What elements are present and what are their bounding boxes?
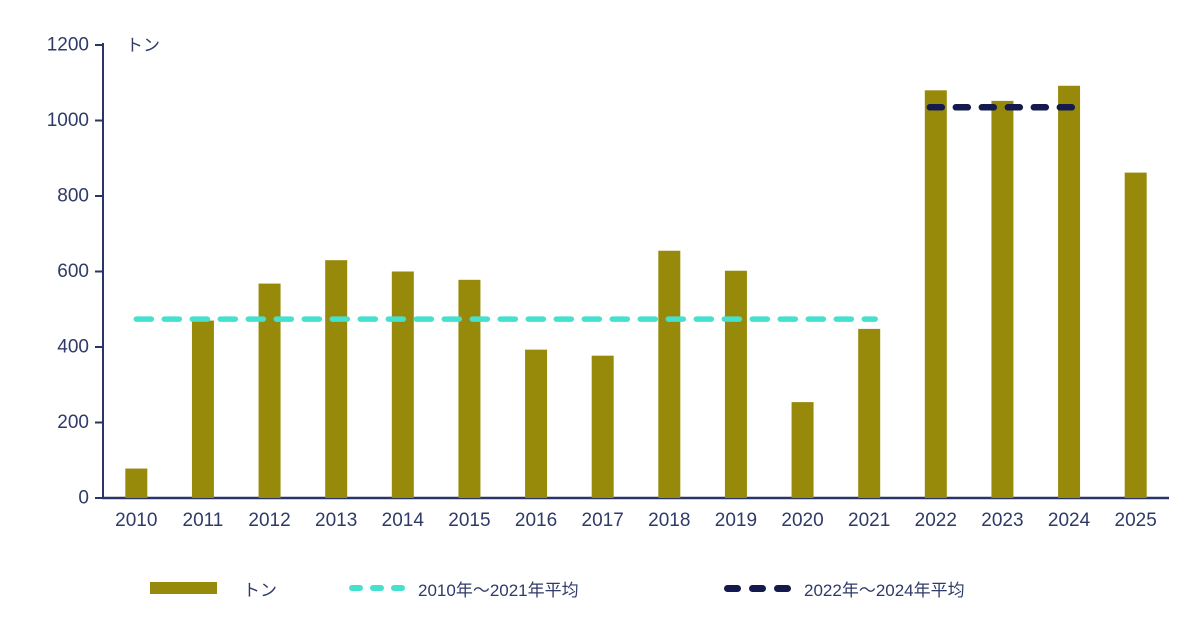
bar-2024 <box>1058 85 1081 499</box>
bar-2012 <box>258 283 281 498</box>
x-label-2017: 2017 <box>582 510 624 531</box>
x-label-2011: 2011 <box>183 510 224 531</box>
bar-2018 <box>658 250 681 498</box>
bar-2023 <box>991 100 1014 499</box>
x-label-2020: 2020 <box>781 510 823 531</box>
x-label-2022: 2022 <box>915 510 957 531</box>
legend-item-avg-2022-2024: 2022年〜2024年平均 <box>724 574 965 602</box>
y-tick-label-200: 200 <box>57 412 89 433</box>
y-tick-label-800: 800 <box>57 186 89 207</box>
bar-2025 <box>1124 172 1147 498</box>
legend-item-tons: トン <box>150 574 277 602</box>
bar-2017 <box>591 355 614 498</box>
legend-item-avg-2010-2021: 2010年〜2021年平均 <box>349 574 579 602</box>
bar-series-swatch <box>150 582 217 594</box>
x-label-2021: 2021 <box>848 510 890 531</box>
x-label-2010: 2010 <box>115 510 157 531</box>
chart-legend: トン 2010年〜2021年平均 2022年〜2024年平均 <box>0 574 1200 604</box>
bar-2010 <box>125 468 148 498</box>
x-label-2013: 2013 <box>315 510 357 531</box>
y-tick-label-1000: 1000 <box>47 110 89 131</box>
bar-2020 <box>791 402 814 498</box>
x-label-2012: 2012 <box>248 510 290 531</box>
y-tick-label-1200: 1200 <box>47 35 89 56</box>
x-label-2016: 2016 <box>515 510 557 531</box>
bar-2014 <box>391 271 414 498</box>
x-label-2018: 2018 <box>648 510 690 531</box>
bar-2013 <box>325 260 348 498</box>
legend-label-avg-2010-2021: 2010年〜2021年平均 <box>418 580 579 600</box>
navy-dashed-line-swatch <box>724 584 791 592</box>
legend-label-tons: トン <box>243 580 277 600</box>
bar-2015 <box>458 279 481 498</box>
teal-dashed-line-swatch <box>349 585 405 591</box>
bar-2016 <box>525 349 548 498</box>
x-label-2024: 2024 <box>1048 510 1091 531</box>
x-label-2015: 2015 <box>448 510 490 531</box>
x-label-2023: 2023 <box>981 510 1023 531</box>
bar-2011 <box>191 320 214 498</box>
y-tick-label-600: 600 <box>57 261 89 282</box>
y-tick-label-400: 400 <box>57 337 89 358</box>
y-axis-unit-label: トン <box>126 36 160 55</box>
legend-label-avg-2022-2024: 2022年〜2024年平均 <box>804 580 965 600</box>
x-label-2014: 2014 <box>382 510 425 531</box>
bar-2022 <box>924 90 947 499</box>
bar-2019 <box>724 270 747 498</box>
y-tick-label-0: 0 <box>78 488 89 509</box>
x-label-2019: 2019 <box>715 510 757 531</box>
bar-2021 <box>858 328 881 498</box>
x-label-2025: 2025 <box>1115 510 1157 531</box>
